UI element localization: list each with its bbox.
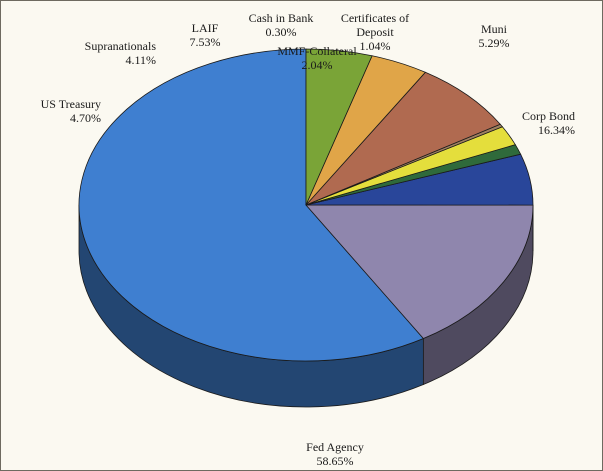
label-fed-agency: Fed Agency 58.65% [306, 440, 364, 468]
label-mmf-collateral: MMF-Collateral 2.04% [277, 44, 356, 72]
label-laif: LAIF 7.53% [190, 21, 221, 49]
label-corp-bond: Corp Bond 16.34% [522, 109, 575, 137]
label-mmf-name: MMF-Collateral [277, 44, 356, 58]
label-fed-agency-name: Fed Agency [306, 440, 364, 454]
label-us-treasury: US Treasury 4.70% [41, 97, 101, 125]
label-us-treasury-value: 4.70% [41, 111, 101, 125]
label-supranationals-name: Supranationals [85, 39, 156, 53]
label-cash-name: Cash in Bank [249, 11, 314, 25]
label-certificates-name: Certificates of Deposit [329, 11, 421, 39]
label-supranationals-value: 4.11% [85, 53, 156, 67]
label-cash-value: 0.30% [249, 25, 314, 39]
label-muni: Muni 5.29% [479, 22, 510, 50]
label-laif-name: LAIF [190, 21, 221, 35]
label-mmf-value: 2.04% [277, 58, 356, 72]
label-corp-bond-name: Corp Bond [522, 109, 575, 123]
label-cash-in-bank: Cash in Bank 0.30% [249, 11, 314, 39]
label-supranationals: Supranationals 4.11% [85, 39, 156, 67]
label-corp-bond-value: 16.34% [522, 123, 575, 137]
label-muni-name: Muni [479, 22, 510, 36]
label-us-treasury-name: US Treasury [41, 97, 101, 111]
label-fed-agency-value: 58.65% [306, 454, 364, 468]
label-muni-value: 5.29% [479, 36, 510, 50]
label-laif-value: 7.53% [190, 35, 221, 49]
